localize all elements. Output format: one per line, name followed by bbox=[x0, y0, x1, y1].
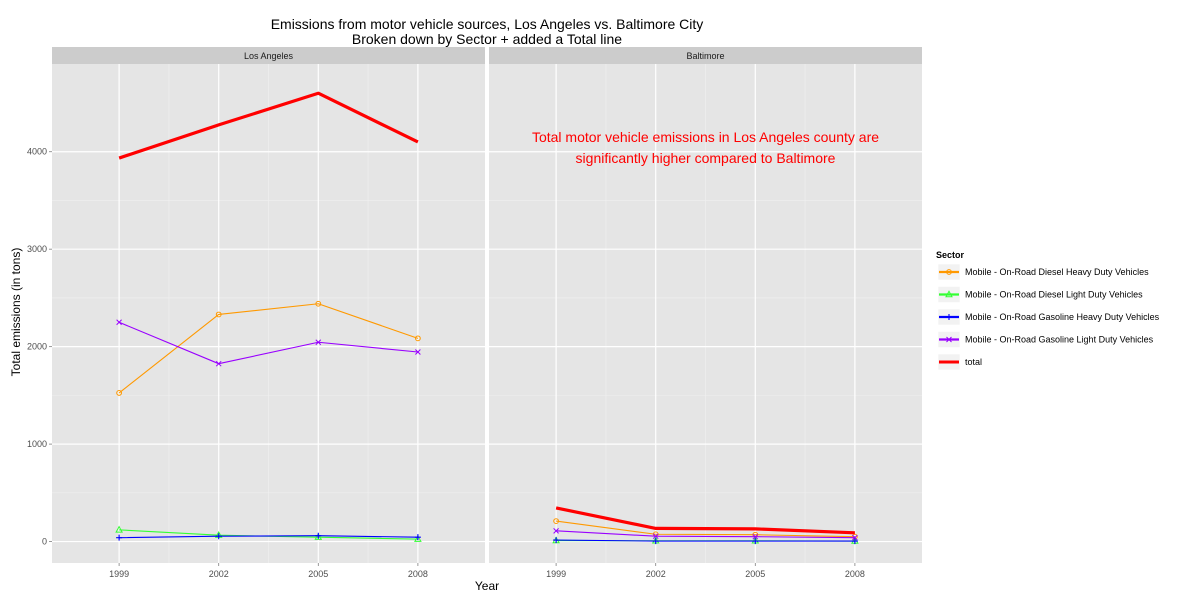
data-point-mobile-on-road-gasoline-heavy-duty-vehicles bbox=[215, 533, 222, 540]
x-tick-label: 1999 bbox=[109, 569, 129, 579]
legend-title: Sector bbox=[936, 250, 965, 260]
data-point-mobile-on-road-gasoline-heavy-duty-vehicles bbox=[414, 534, 421, 541]
x-tick-label: 2008 bbox=[845, 569, 865, 579]
x-tick-label: 2005 bbox=[745, 569, 765, 579]
series-mobile-on-road-gasoline-heavy-duty-vehicles bbox=[553, 537, 858, 545]
data-point-mobile-on-road-gasoline-heavy-duty-vehicles bbox=[553, 537, 560, 544]
chart-subtitle: Broken down by Sector + added a Total li… bbox=[352, 31, 622, 47]
series-total bbox=[118, 91, 419, 160]
panel-los-angeles: Los Angeles 1999 2002 2005 2008 0 1000 2000 3000… bbox=[27, 47, 485, 579]
strip-label-baltimore: Baltimore bbox=[686, 51, 724, 61]
series-line-mobile-on-road-gasoline-light-duty-vehicles bbox=[556, 530, 855, 539]
data-point-mobile-on-road-diesel-heavy-duty-vehicles bbox=[553, 518, 560, 524]
legend-entry-mobile-on-road-diesel-light-duty-vehicles: Mobile - On-Road Diesel Light Duty Vehic… bbox=[937, 286, 1143, 303]
series-mobile-on-road-gasoline-heavy-duty-vehicles bbox=[116, 532, 421, 541]
data-point-mobile-on-road-gasoline-heavy-duty-vehicles bbox=[116, 534, 123, 541]
series-line-mobile-on-road-diesel-heavy-duty-vehicles bbox=[556, 520, 855, 538]
legend-entry-mobile-on-road-diesel-heavy-duty-vehicles: Mobile - On-Road Diesel Heavy Duty Vehic… bbox=[937, 263, 1149, 281]
x-axis-title: Year bbox=[475, 579, 499, 593]
y-tick-label: 1000 bbox=[27, 439, 47, 449]
series-line-total bbox=[118, 91, 419, 160]
data-point-mobile-on-road-gasoline-heavy-duty-vehicles bbox=[752, 538, 759, 545]
y-tick-label: 3000 bbox=[27, 244, 47, 254]
legend-key-marker bbox=[946, 336, 952, 343]
x-tick-label: 1999 bbox=[546, 569, 566, 579]
data-point-mobile-on-road-gasoline-heavy-duty-vehicles bbox=[851, 538, 858, 545]
data-point-mobile-on-road-diesel-light-duty-vehicles bbox=[314, 532, 323, 540]
series-line-mobile-on-road-gasoline-heavy-duty-vehicles bbox=[556, 539, 855, 542]
data-point-mobile-on-road-gasoline-heavy-duty-vehicles bbox=[652, 538, 659, 545]
series-mobile-on-road-gasoline-light-duty-vehicles bbox=[553, 527, 858, 541]
chart-title: Emissions from motor vehicle sources, Lo… bbox=[271, 16, 704, 32]
data-point-mobile-on-road-gasoline-light-duty-vehicles bbox=[752, 533, 759, 540]
legend-label: Mobile - On-Road Diesel Heavy Duty Vehic… bbox=[965, 267, 1149, 277]
y-tick-label: 2000 bbox=[27, 342, 47, 352]
legend-label: total bbox=[965, 357, 982, 367]
data-point-mobile-on-road-diesel-heavy-duty-vehicles bbox=[116, 390, 123, 396]
data-point-mobile-on-road-diesel-light-duty-vehicles bbox=[414, 534, 422, 542]
data-point-mobile-on-road-diesel-light-duty-vehicles bbox=[115, 525, 123, 533]
chart-titles: Emissions from motor vehicle sources, Lo… bbox=[271, 16, 704, 47]
data-point-mobile-on-road-gasoline-light-duty-vehicles bbox=[652, 533, 659, 540]
legend-label: Mobile - On-Road Diesel Light Duty Vehic… bbox=[965, 290, 1143, 300]
legend-label: Mobile - On-Road Gasoline Light Duty Veh… bbox=[965, 335, 1154, 345]
legend-key-marker bbox=[945, 290, 953, 298]
annotation-text: significantly higher compared to Baltimo… bbox=[576, 150, 836, 166]
series-mobile-on-road-gasoline-light-duty-vehicles bbox=[116, 319, 421, 367]
series-mobile-on-road-diesel-heavy-duty-vehicles bbox=[116, 300, 421, 396]
data-point-mobile-on-road-gasoline-heavy-duty-vehicles bbox=[315, 532, 322, 539]
data-point-mobile-on-road-gasoline-light-duty-vehicles bbox=[116, 319, 122, 326]
legend-entry-mobile-on-road-gasoline-light-duty-vehicles: Mobile - On-Road Gasoline Light Duty Veh… bbox=[937, 331, 1154, 348]
series-total bbox=[555, 506, 855, 535]
legend-entry-total: total bbox=[937, 353, 982, 371]
data-point-mobile-on-road-diesel-heavy-duty-vehicles bbox=[315, 300, 322, 307]
series-line-mobile-on-road-diesel-heavy-duty-vehicles bbox=[118, 303, 419, 394]
series-line-total bbox=[555, 506, 855, 535]
series-line-mobile-on-road-gasoline-heavy-duty-vehicles bbox=[119, 535, 418, 539]
data-point-mobile-on-road-diesel-heavy-duty-vehicles bbox=[215, 311, 222, 318]
x-tick-label: 2005 bbox=[308, 569, 328, 579]
data-point-mobile-on-road-gasoline-light-duty-vehicles bbox=[852, 534, 858, 541]
legend-key-marker bbox=[946, 314, 952, 320]
strip-background bbox=[489, 47, 922, 64]
x-tick-label: 2008 bbox=[408, 569, 428, 579]
y-tick-label: 4000 bbox=[27, 147, 47, 157]
data-point-mobile-on-road-gasoline-light-duty-vehicles bbox=[415, 349, 421, 355]
legend-label: Mobile - On-Road Gasoline Heavy Duty Veh… bbox=[965, 312, 1160, 322]
y-axis-title: Total emissions (in tons) bbox=[9, 248, 23, 377]
y-tick-label: 0 bbox=[42, 537, 47, 547]
strip-background bbox=[52, 47, 485, 64]
x-tick-label: 2002 bbox=[209, 569, 229, 579]
panel-baltimore: Baltimore 1999 2002 2005 2008 Total motor veh… bbox=[489, 47, 922, 579]
legend-key-marker bbox=[946, 269, 952, 275]
data-point-mobile-on-road-gasoline-light-duty-vehicles bbox=[315, 339, 322, 346]
strip-label-los-angeles: Los Angeles bbox=[244, 51, 294, 61]
series-line-mobile-on-road-gasoline-light-duty-vehicles bbox=[118, 321, 418, 365]
annotation-text: Total motor vehicle emissions in Los Ang… bbox=[532, 129, 879, 145]
legend-entry-mobile-on-road-gasoline-heavy-duty-vehicles: Mobile - On-Road Gasoline Heavy Duty Veh… bbox=[937, 308, 1160, 326]
data-point-mobile-on-road-diesel-heavy-duty-vehicles bbox=[414, 335, 421, 342]
x-tick-label: 2002 bbox=[646, 569, 666, 579]
data-point-mobile-on-road-gasoline-light-duty-vehicles bbox=[215, 360, 222, 367]
facet-panels: Los Angeles 1999 2002 2005 2008 0 1000 2000 3000… bbox=[27, 47, 922, 579]
data-point-mobile-on-road-gasoline-light-duty-vehicles bbox=[553, 527, 559, 534]
